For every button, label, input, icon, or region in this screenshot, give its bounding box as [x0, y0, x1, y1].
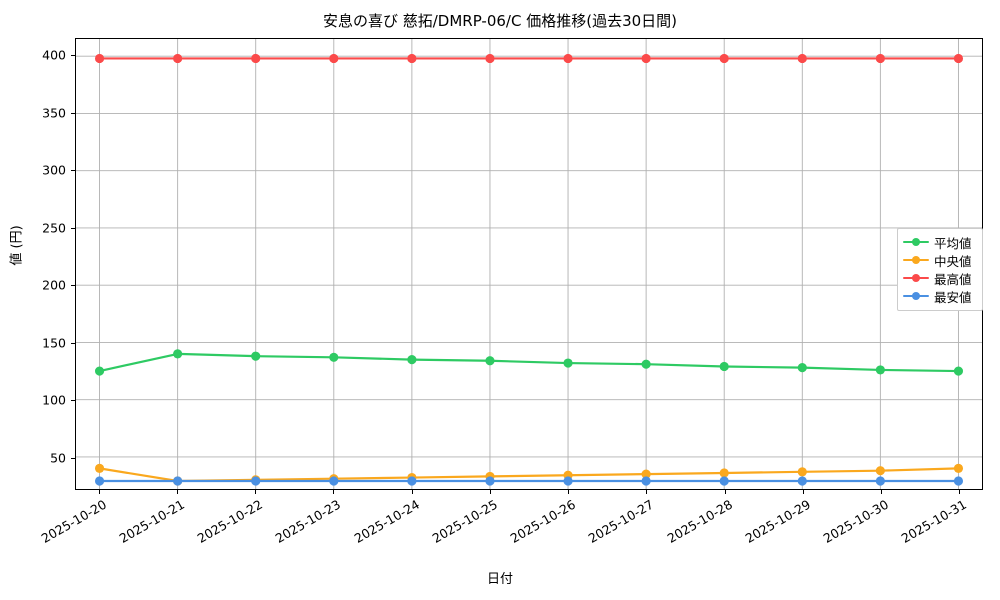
x-tick-label: 2025-10-20	[38, 496, 109, 546]
y-tick-mark	[71, 227, 75, 229]
y-tick-label: 300	[42, 162, 66, 178]
y-tick-mark	[71, 457, 75, 459]
legend-item-1[interactable]: 中央値	[903, 251, 977, 269]
x-axis-ticks: 2025-10-20 2025-10-21 2025-10-22 2025-10-23…	[38, 490, 983, 600]
x-tick-label: 2025-10-27	[586, 496, 657, 546]
x-tick-mark	[802, 490, 804, 494]
y-tick-label: 350	[42, 105, 66, 121]
x-axis-label: 日付	[486, 572, 513, 587]
x-tick-mark	[959, 490, 961, 494]
x-tick-label: 2025-10-28	[664, 496, 735, 546]
x-tick-label: 2025-10-22	[194, 496, 266, 546]
y-tick-label: 200	[42, 277, 66, 293]
x-tick-mark	[411, 490, 413, 494]
legend-marker-icon	[903, 290, 929, 302]
y-tick-label: 50	[50, 450, 66, 466]
legend-label: 最高値	[934, 271, 972, 287]
legend-label: 平均値	[934, 235, 972, 251]
series-3	[94, 476, 964, 486]
y-tick-label: 250	[42, 220, 66, 236]
legend-label: 中央値	[934, 253, 972, 269]
legend-marker-icon	[903, 254, 929, 266]
legend-marker-icon	[903, 236, 929, 248]
x-tick-label: 2025-10-24	[351, 496, 422, 546]
y-tick-mark	[71, 400, 75, 402]
y-tick-mark	[71, 170, 75, 172]
x-tick-label: 2025-10-31	[899, 496, 970, 546]
chart-legend: 平均値中央値最高値最安値	[897, 228, 983, 311]
x-tick-mark	[646, 490, 648, 494]
chart-title: 安息の喜び 慈拓/DMRP-06/C 価格推移(過去30日間)	[322, 12, 678, 30]
x-tick-mark	[98, 490, 100, 494]
y-tick-mark	[71, 55, 75, 57]
y-tick-mark	[71, 285, 75, 287]
x-tick-mark	[568, 490, 570, 494]
x-tick-label: 2025-10-21	[116, 496, 187, 546]
x-tick-label: 2025-10-23	[273, 496, 344, 546]
data-series-layer	[94, 53, 964, 486]
grid-lines	[76, 39, 982, 489]
x-tick-label: 2025-10-29	[742, 496, 813, 546]
x-tick-mark	[176, 490, 178, 494]
x-tick-label: 2025-10-30	[820, 496, 892, 546]
legend-label: 最安値	[934, 289, 972, 305]
y-axis-ticks: 50 100 150 200 250 300 350 400	[0, 38, 75, 490]
x-tick-mark	[255, 490, 257, 494]
x-tick-mark	[724, 490, 726, 494]
x-tick-mark	[881, 490, 883, 494]
x-tick-mark	[489, 490, 491, 494]
y-tick-label: 150	[42, 335, 66, 351]
x-tick-label: 2025-10-25	[429, 496, 500, 546]
series-1	[94, 463, 964, 486]
legend-item-0[interactable]: 平均値	[903, 233, 977, 251]
series-0	[94, 349, 964, 376]
legend-item-2[interactable]: 最高値	[903, 269, 977, 287]
y-tick-label: 400	[42, 47, 66, 63]
y-tick-mark	[71, 112, 75, 114]
x-tick-label: 2025-10-26	[507, 496, 579, 546]
plot-area	[75, 38, 983, 490]
legend-marker-icon	[903, 272, 929, 284]
legend-item-3[interactable]: 最安値	[903, 287, 977, 305]
series-2	[94, 53, 964, 64]
y-tick-label: 100	[42, 392, 66, 408]
x-tick-mark	[333, 490, 335, 494]
y-tick-mark	[71, 342, 75, 344]
